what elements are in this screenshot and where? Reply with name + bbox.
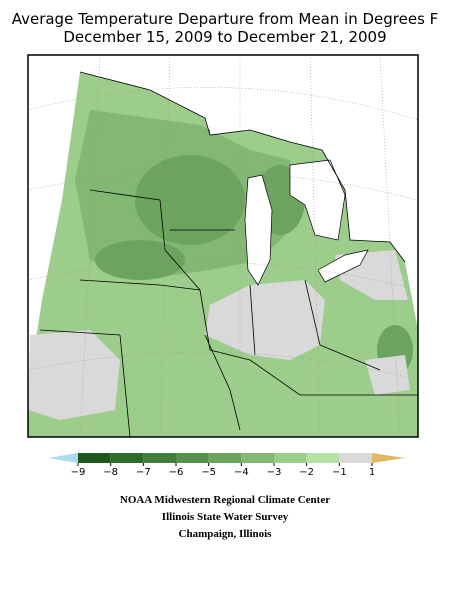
legend-tick-label: −8 [103,467,118,478]
map [27,54,419,438]
title-line: Average Temperature Departure from Mean … [12,10,439,28]
legend-bin [241,453,274,463]
map-frame [27,54,419,438]
legend-bin [143,453,176,463]
region-gray [205,280,325,360]
legend: −9 −8 −7 −6 −5 −4 −3 −2 −1 1 [48,453,405,478]
legend-bin [208,453,242,463]
legend-bin [176,453,209,463]
region-gray [365,355,410,395]
lake-superior [210,110,345,150]
legend-tick-label: 1 [369,467,375,478]
legend-bin [306,453,340,463]
legend-bin [110,453,144,463]
lake-huron [289,159,346,241]
legend-tick-label: −1 [332,467,347,478]
legend-arrow-high [372,453,405,463]
title-line: December 15, 2009 to December 21, 2009 [63,28,386,46]
legend-bin [339,453,372,463]
legend-tick-label: −9 [71,467,86,478]
footer-line: Champaign, Illinois [179,528,273,540]
region-dark [135,155,245,245]
lake-michigan [244,174,273,286]
region-gray [28,330,120,420]
legend-tick-label: −6 [169,467,184,478]
legend-bin [274,453,307,463]
lake-erie [317,249,369,283]
legend-arrow-low [48,453,78,463]
footer-line: NOAA Midwestern Regional Climate Center [120,494,330,506]
border [79,71,406,263]
legend-bin [78,453,111,463]
legend-tick-label: −4 [234,467,249,478]
legend-tick-label: −7 [136,467,151,478]
legend-tick-label: −2 [299,467,314,478]
footer-line: Illinois State Water Survey [162,511,289,523]
region-dark [95,240,185,280]
legend-tick-label: −5 [201,467,216,478]
legend-tick-label: −3 [267,467,282,478]
